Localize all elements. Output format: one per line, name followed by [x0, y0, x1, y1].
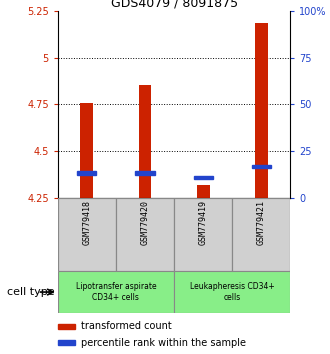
Text: transformed count: transformed count	[81, 321, 172, 331]
Text: Lipotransfer aspirate
CD34+ cells: Lipotransfer aspirate CD34+ cells	[76, 282, 156, 302]
Bar	[81, 103, 93, 198]
Text: GSM779420: GSM779420	[141, 200, 149, 245]
Text: GSM779421: GSM779421	[257, 200, 266, 245]
Bar	[135, 171, 154, 175]
Text: GSM779418: GSM779418	[82, 200, 91, 245]
Bar	[197, 185, 210, 198]
Text: GSM779419: GSM779419	[199, 200, 208, 245]
Bar	[252, 165, 271, 168]
Bar	[139, 85, 151, 198]
Bar	[116, 198, 174, 271]
Bar	[58, 340, 75, 345]
Bar	[77, 171, 96, 175]
Bar	[58, 324, 75, 329]
Bar	[255, 23, 268, 198]
Bar	[232, 198, 290, 271]
Bar	[194, 176, 213, 179]
Text: percentile rank within the sample: percentile rank within the sample	[81, 338, 246, 348]
Title: GDS4079 / 8091875: GDS4079 / 8091875	[111, 0, 238, 10]
Text: cell type: cell type	[7, 287, 54, 297]
Text: Leukapheresis CD34+
cells: Leukapheresis CD34+ cells	[190, 282, 275, 302]
Bar	[174, 198, 232, 271]
Bar	[58, 198, 116, 271]
Bar	[58, 271, 174, 313]
Bar	[174, 271, 290, 313]
